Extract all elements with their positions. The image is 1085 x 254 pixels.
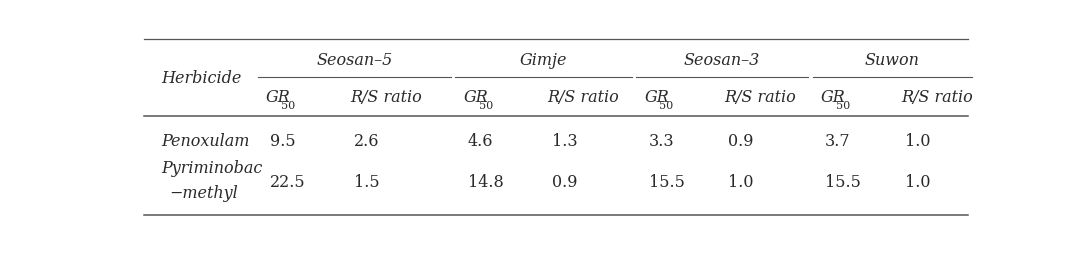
Text: 50: 50 [281, 101, 295, 111]
Text: Gimje: Gimje [520, 52, 567, 69]
Text: 14.8: 14.8 [468, 173, 503, 190]
Text: Pyriminobac: Pyriminobac [161, 160, 263, 177]
Text: −methyl: −methyl [169, 185, 238, 202]
Text: 15.5: 15.5 [649, 173, 685, 190]
Text: 1.3: 1.3 [552, 133, 577, 150]
Text: R/S ratio: R/S ratio [725, 89, 796, 106]
Text: 15.5: 15.5 [825, 173, 861, 190]
Text: 4.6: 4.6 [468, 133, 494, 150]
Text: GR: GR [266, 89, 291, 106]
Text: 50: 50 [660, 101, 674, 111]
Text: 22.5: 22.5 [270, 173, 306, 190]
Text: 9.5: 9.5 [270, 133, 296, 150]
Text: 1.0: 1.0 [905, 173, 931, 190]
Text: Suwon: Suwon [865, 52, 920, 69]
Text: 0.9: 0.9 [728, 133, 754, 150]
Text: 1.0: 1.0 [728, 173, 754, 190]
Text: R/S ratio: R/S ratio [548, 89, 620, 106]
Text: Seosan–3: Seosan–3 [684, 52, 761, 69]
Text: 3.3: 3.3 [649, 133, 674, 150]
Text: 50: 50 [837, 101, 851, 111]
Text: 0.9: 0.9 [552, 173, 577, 190]
Text: 1.5: 1.5 [354, 173, 380, 190]
Text: R/S ratio: R/S ratio [901, 89, 972, 106]
Text: GR: GR [644, 89, 669, 106]
Text: Seosan–5: Seosan–5 [316, 52, 393, 69]
Text: GR: GR [821, 89, 845, 106]
Text: 50: 50 [478, 101, 493, 111]
Text: 2.6: 2.6 [354, 133, 380, 150]
Text: GR: GR [463, 89, 488, 106]
Text: Herbicide: Herbicide [161, 70, 241, 87]
Text: Penoxulam: Penoxulam [161, 133, 250, 150]
Text: 3.7: 3.7 [825, 133, 851, 150]
Text: R/S ratio: R/S ratio [350, 89, 422, 106]
Text: 1.0: 1.0 [905, 133, 931, 150]
